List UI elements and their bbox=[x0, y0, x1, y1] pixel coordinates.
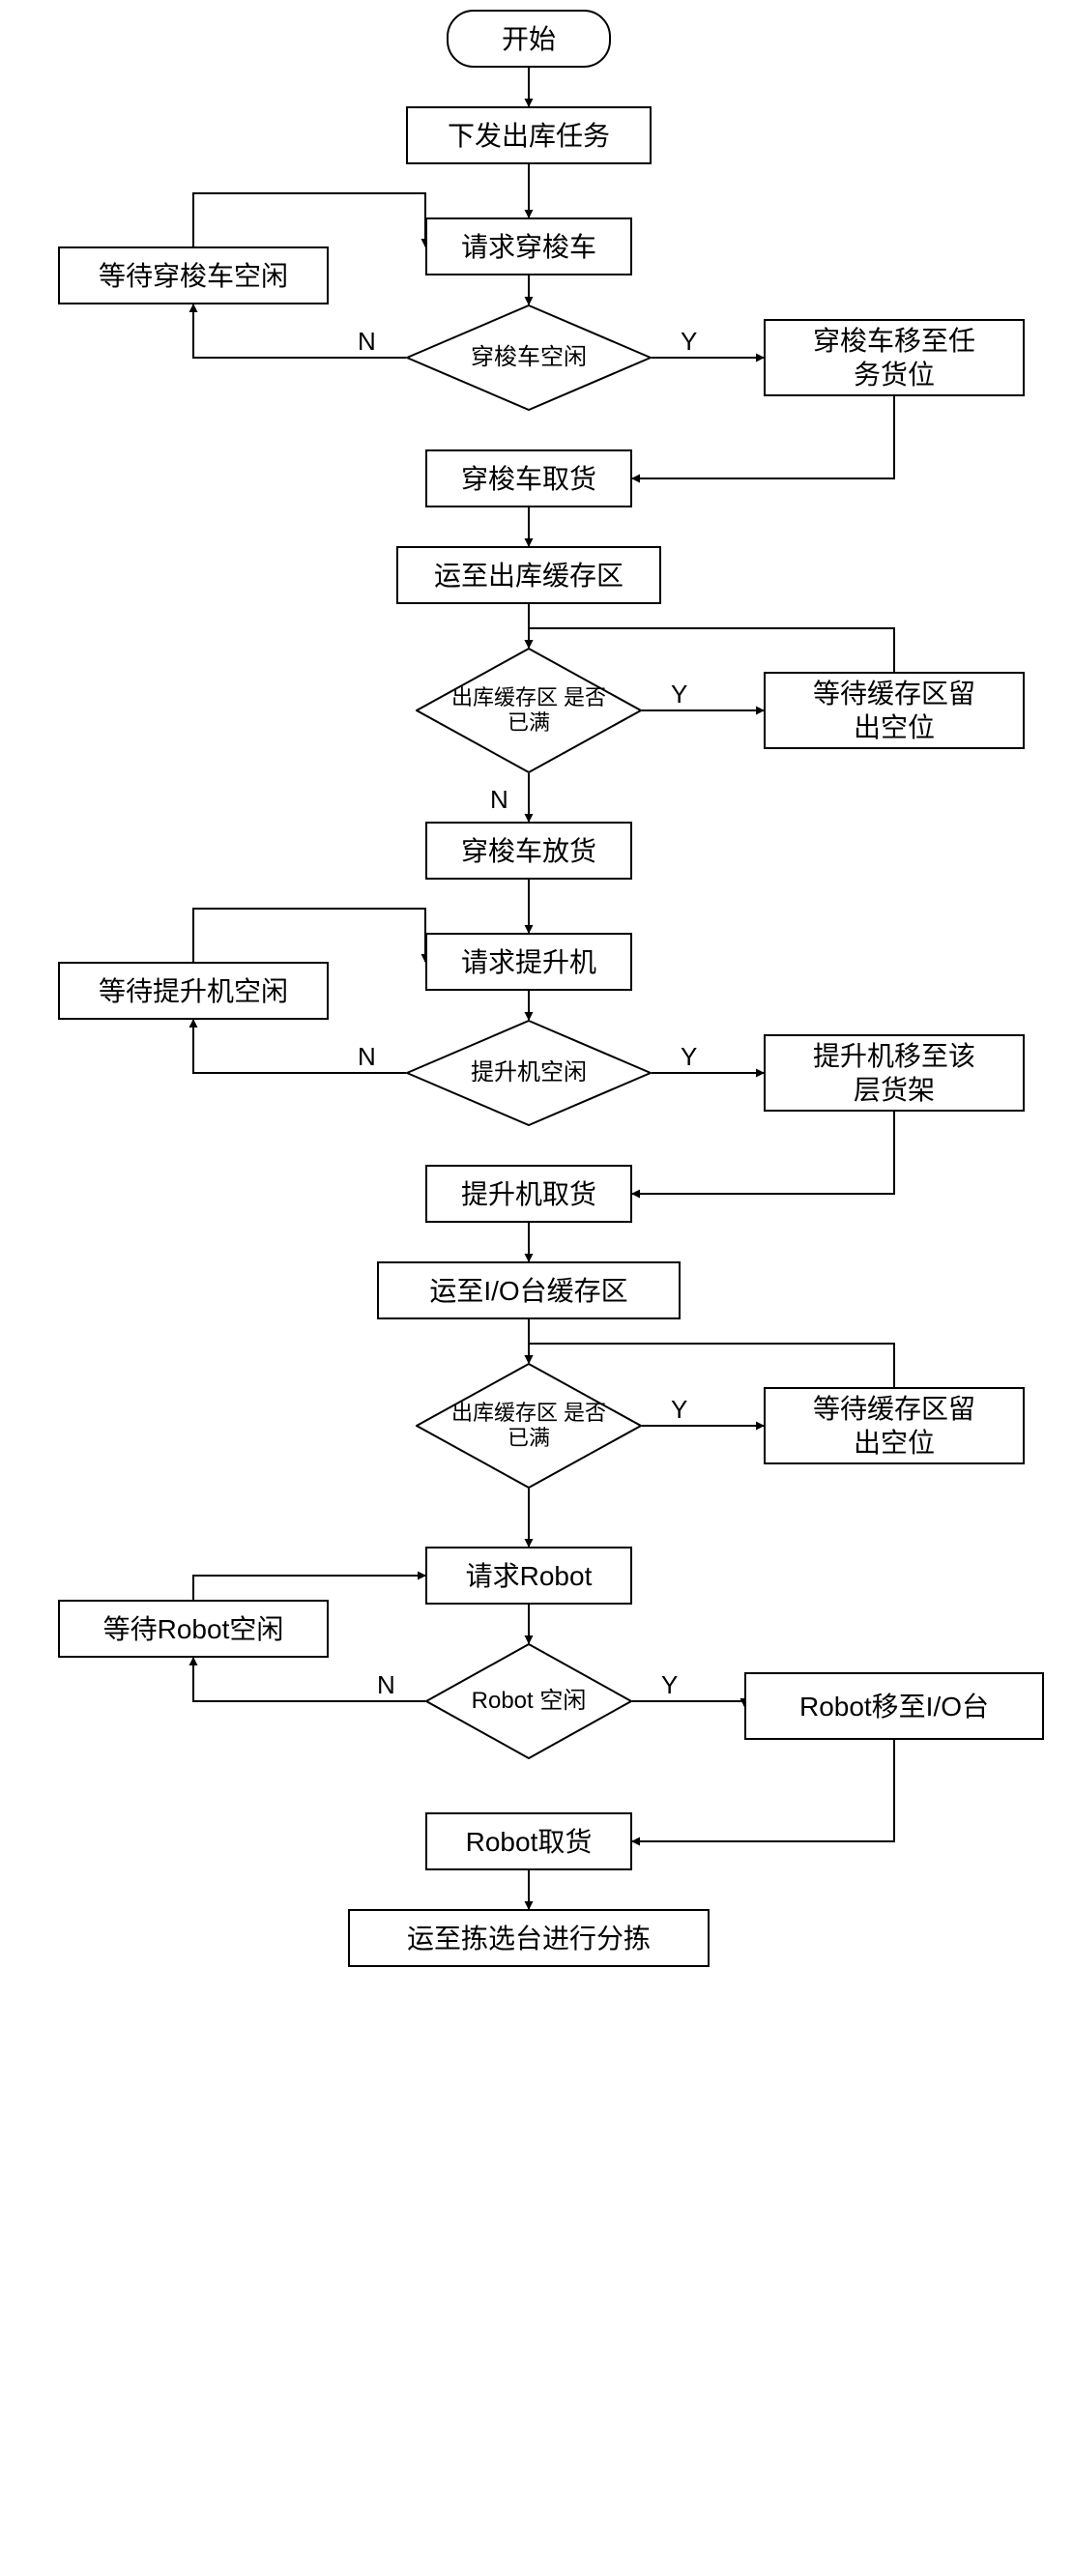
decision-label: 穿梭车空闲 bbox=[406, 304, 652, 411]
decision-label: 提升机空闲 bbox=[406, 1020, 652, 1126]
edge-label: Y bbox=[671, 680, 687, 709]
edge-label: Y bbox=[681, 327, 697, 357]
process-req_lift: 请求提升机 bbox=[425, 933, 632, 991]
process-wait_shuttle: 等待穿梭车空闲 bbox=[58, 246, 329, 304]
edge-label: N bbox=[490, 785, 508, 815]
process-issue_task: 下发出库任务 bbox=[406, 106, 652, 164]
decision-d_shuttle: 穿梭车空闲 bbox=[406, 304, 652, 411]
decision-d_buf2: 出库缓存区 是否已满 bbox=[416, 1363, 642, 1489]
terminator-start: 开始 bbox=[447, 10, 611, 68]
edge-label: N bbox=[377, 1670, 395, 1700]
process-shuttle_put: 穿梭车放货 bbox=[425, 822, 632, 880]
edge-label: N bbox=[358, 327, 376, 357]
process-req_robot: 请求Robot bbox=[425, 1547, 632, 1605]
process-to_sort: 运至拣选台进行分拣 bbox=[348, 1909, 710, 1967]
decision-label: 出库缓存区 是否已满 bbox=[416, 1363, 642, 1489]
edge-label: Y bbox=[681, 1042, 697, 1072]
decision-label: Robot 空闲 bbox=[425, 1643, 632, 1759]
process-req_shuttle: 请求穿梭车 bbox=[425, 217, 632, 275]
process-mv_shuttle: 穿梭车移至任 务货位 bbox=[764, 319, 1025, 396]
process-to_io: 运至I/O台缓存区 bbox=[377, 1261, 681, 1319]
process-wait_robot: 等待Robot空闲 bbox=[58, 1600, 329, 1658]
flowchart-canvas: 开始下发出库任务请求穿梭车等待穿梭车空闲穿梭车空闲 穿梭车移至任 务货位穿梭车取货… bbox=[0, 0, 1073, 2576]
process-mv_robot: Robot移至I/O台 bbox=[744, 1672, 1044, 1740]
edge-label: Y bbox=[661, 1670, 678, 1700]
process-lift_pick: 提升机取货 bbox=[425, 1165, 632, 1223]
process-to_buf1: 运至出库缓存区 bbox=[396, 546, 661, 604]
decision-label: 出库缓存区 是否已满 bbox=[416, 648, 642, 773]
process-mv_lift: 提升机移至该 层货架 bbox=[764, 1034, 1025, 1112]
process-wait_lift: 等待提升机空闲 bbox=[58, 962, 329, 1020]
edge-label: N bbox=[358, 1042, 376, 1072]
edge-label: Y bbox=[671, 1395, 687, 1425]
decision-d_lift: 提升机空闲 bbox=[406, 1020, 652, 1126]
process-wait_buf1: 等待缓存区留 出空位 bbox=[764, 672, 1025, 749]
process-wait_buf2: 等待缓存区留 出空位 bbox=[764, 1387, 1025, 1464]
process-robot_pick: Robot取货 bbox=[425, 1812, 632, 1870]
decision-d_robot: Robot 空闲 bbox=[425, 1643, 632, 1759]
decision-d_buf1: 出库缓存区 是否已满 bbox=[416, 648, 642, 773]
process-shuttle_pick: 穿梭车取货 bbox=[425, 449, 632, 507]
